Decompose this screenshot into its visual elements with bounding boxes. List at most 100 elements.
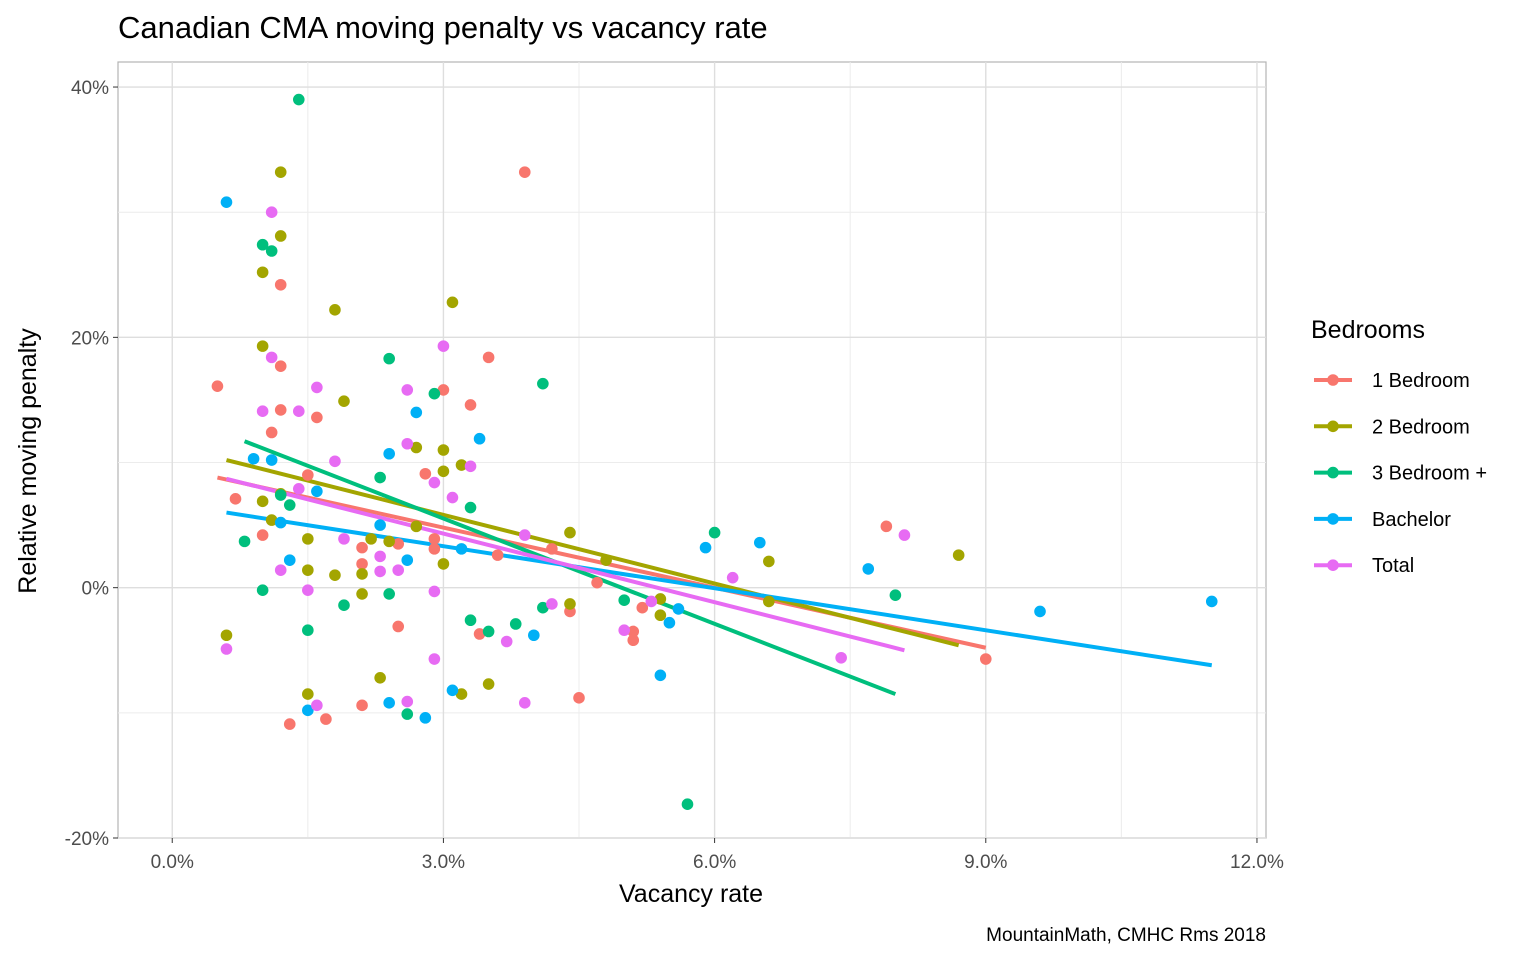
data-point [618,594,631,606]
data-point [356,568,368,580]
data-point [283,499,296,511]
data-point [464,399,477,411]
data-point [274,404,287,416]
data-point [211,380,224,392]
data-point [374,565,386,578]
data-point [645,595,658,608]
data-point [256,584,269,596]
data-point [383,352,395,365]
data-point [482,351,495,364]
data-point [726,571,739,584]
data-point [374,550,386,563]
data-point [392,620,405,633]
data-point [410,406,423,419]
data-point [880,520,893,533]
caption: MountainMath, CMHC Rms 2018 [986,925,1266,946]
data-point [455,688,468,700]
y-tick-label: 0% [82,579,110,600]
data-point [329,455,341,468]
legend-title: Bedrooms [1311,316,1425,344]
data-point [374,471,386,484]
data-point [311,381,323,394]
data-point [753,536,766,549]
legend-label: Bachelor [1372,509,1451,531]
data-point [518,529,531,541]
data-point [401,437,414,450]
data-point [672,603,685,615]
data-point [537,377,549,390]
data-point [292,483,305,495]
x-tick-label: 9.0% [964,852,1007,873]
data-point [302,533,314,545]
data-point [383,588,395,600]
data-point [292,405,305,418]
chart-title: Canadian CMA moving penalty vs vacancy r… [118,10,768,45]
data-point [591,576,603,589]
data-point [618,624,631,637]
data-point [428,585,441,598]
data-point [401,384,414,396]
data-point [500,635,513,648]
data-point [654,593,667,605]
data-point [889,589,902,601]
x-axis-ticks: 0.0% 3.0% 6.0% 9.0% 12.0% [151,838,1284,873]
data-point [374,671,386,684]
data-point [437,465,450,478]
legend-label: Total [1372,555,1414,577]
data-point [428,476,441,489]
legend-label: 1 Bedroom [1372,370,1470,392]
data-points [211,93,1218,811]
data-point [455,543,468,555]
data-point [419,467,432,480]
data-point [835,651,847,664]
data-point [302,624,314,637]
data-point [247,452,260,465]
data-point [464,614,477,627]
data-point [265,426,278,439]
data-point [365,533,377,545]
data-point [654,609,667,622]
data-point [428,533,441,545]
data-point [220,643,233,655]
data-point [256,340,269,352]
data-point [708,526,721,539]
legend-key-point [1327,513,1339,525]
data-point [238,535,251,548]
data-point [265,454,278,466]
legend-label: 3 Bedroom + [1372,463,1487,485]
x-tick-label: 3.0% [422,852,465,873]
data-point [654,669,667,682]
data-point [302,584,314,596]
data-point [256,405,269,418]
x-tick-label: 12.0% [1230,852,1284,873]
data-point [600,554,612,566]
data-point [564,526,576,539]
data-point [419,712,432,724]
data-point [1205,595,1218,608]
data-point [437,558,450,570]
data-point [274,489,287,501]
data-point [329,304,341,316]
data-point [383,535,395,548]
data-point [437,384,450,396]
data-point [256,266,269,279]
data-point [1034,605,1046,618]
data-point [681,798,694,811]
data-point [952,549,965,561]
data-point [663,616,676,629]
data-point [518,697,531,709]
data-point [528,629,540,642]
legend-key-point [1327,559,1339,571]
data-point [356,558,368,570]
data-point [265,245,278,257]
data-point [338,533,350,545]
data-point [979,653,992,665]
data-point [401,708,414,720]
data-point [518,166,531,178]
data-point [446,684,459,697]
data-point [627,634,640,647]
data-point [356,588,368,600]
x-axis-title: Vacancy rate [619,880,763,908]
data-point [311,485,323,498]
